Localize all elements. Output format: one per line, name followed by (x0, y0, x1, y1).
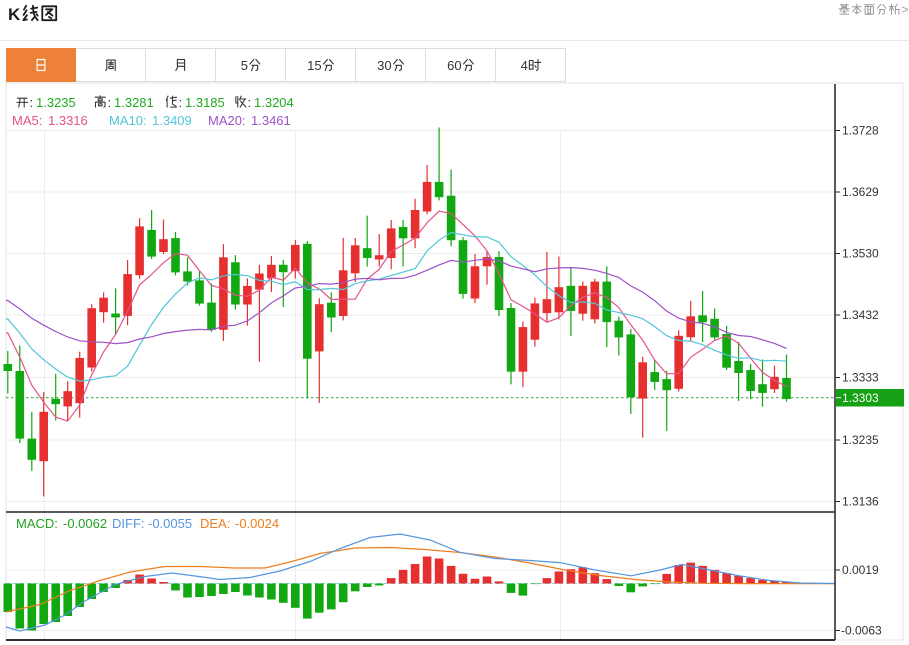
svg-text::: : (248, 95, 252, 110)
svg-text:1.3185: 1.3185 (185, 95, 225, 110)
svg-text:MA20:: MA20: (208, 113, 246, 128)
svg-text:MA5:: MA5: (12, 113, 42, 128)
svg-text:4: 4 (521, 58, 528, 73)
svg-text:1.3235: 1.3235 (842, 433, 879, 447)
svg-text:K: K (8, 5, 21, 24)
svg-text:1.3303: 1.3303 (842, 391, 879, 405)
svg-text:1.3281: 1.3281 (114, 95, 154, 110)
svg-text::: : (108, 95, 112, 110)
svg-text:MA10:: MA10: (109, 113, 147, 128)
svg-text:15: 15 (307, 58, 321, 73)
svg-text:1.3333: 1.3333 (842, 371, 879, 385)
svg-text:-0.0024: -0.0024 (235, 516, 279, 531)
svg-text:1.3136: 1.3136 (842, 495, 879, 509)
svg-text:-0.0062: -0.0062 (63, 516, 107, 531)
svg-text::: : (30, 95, 34, 110)
svg-text:1.3629: 1.3629 (842, 185, 879, 199)
svg-text:-0.0055: -0.0055 (148, 516, 192, 531)
svg-text:DIFF:: DIFF: (112, 516, 145, 531)
svg-text:1.3461: 1.3461 (251, 113, 291, 128)
svg-text:1.3235: 1.3235 (36, 95, 76, 110)
svg-text:1.3316: 1.3316 (48, 113, 88, 128)
svg-text:>: > (902, 3, 909, 17)
svg-text:MACD:: MACD: (16, 516, 58, 531)
svg-text:1.3432: 1.3432 (842, 308, 879, 322)
svg-text:1.3530: 1.3530 (842, 247, 879, 261)
svg-text:1.3204: 1.3204 (254, 95, 294, 110)
svg-text:5: 5 (241, 58, 248, 73)
svg-text:DEA:: DEA: (200, 516, 230, 531)
svg-text:-0.0063: -0.0063 (841, 624, 882, 638)
svg-text:30: 30 (377, 58, 391, 73)
svg-text:60: 60 (447, 58, 461, 73)
svg-text:1.3409: 1.3409 (152, 113, 192, 128)
svg-text::: : (179, 95, 183, 110)
svg-text:0.0019: 0.0019 (842, 563, 879, 577)
svg-text:1.3728: 1.3728 (842, 124, 879, 138)
